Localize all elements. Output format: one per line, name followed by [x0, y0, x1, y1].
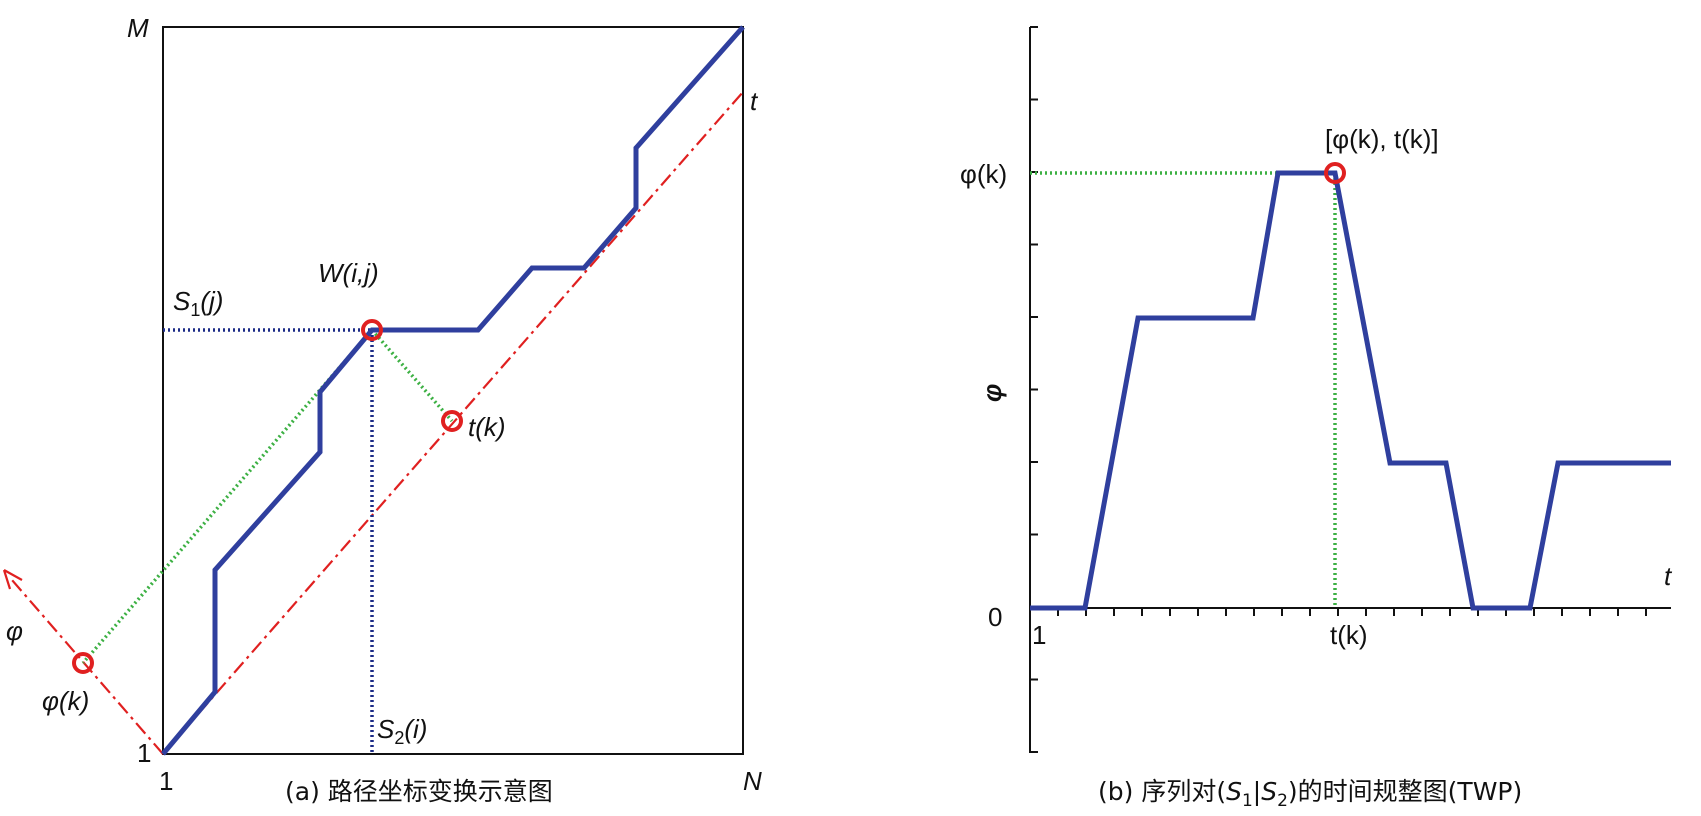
- label-origin-x: 1: [159, 766, 173, 796]
- axis-ticks: [1029, 26, 1647, 753]
- label-zero: 0: [988, 602, 1002, 632]
- label-y-tick-phik: φ(k): [960, 159, 1007, 189]
- warping-path: [161, 25, 745, 756]
- label-phi-axis: φ: [6, 616, 23, 646]
- label-x-axis: t: [1664, 561, 1673, 591]
- peak-marker: [1324, 162, 1346, 184]
- label-point: [φ(k), t(k)]: [1325, 124, 1439, 154]
- w-point-marker: [361, 319, 383, 341]
- phik-marker: [72, 652, 94, 674]
- label-y-axis: φ: [977, 384, 1007, 402]
- label-wij: W(i,j): [318, 258, 379, 288]
- label-t-diag: t: [750, 86, 759, 116]
- label-s1j: S1(j): [173, 286, 223, 320]
- label-m: M: [127, 13, 149, 43]
- green-projection-phi: [81, 328, 374, 665]
- panel-b: [φ(k), t(k)] φ(k) φ 0 1 t t(k) (b) 序列对(S…: [960, 26, 1673, 811]
- label-s2i: S2(i): [377, 714, 427, 748]
- tk-marker: [441, 410, 463, 432]
- label-n: N: [743, 766, 762, 796]
- label-x-start: 1: [1032, 620, 1046, 650]
- panel-a: M t 1 1 N S1(j) W(i,j) t(k) φ φ(k) S2(i)…: [2, 13, 762, 806]
- caption-b: (b) 序列对(S1|S2)的时间规整图(TWP): [1098, 777, 1522, 811]
- label-x-tick-tk: t(k): [1330, 620, 1368, 650]
- label-origin-y: 1: [137, 738, 151, 768]
- caption-a: (a) 路径坐标变换示意图: [285, 777, 553, 806]
- phi-axis-line: [11, 579, 164, 755]
- phi-axis-arrow: [2, 569, 23, 590]
- label-tk: t(k): [468, 412, 506, 442]
- label-phik: φ(k): [42, 686, 89, 716]
- panel-a-frame: [162, 26, 744, 755]
- twp-curve: [1030, 170, 1671, 611]
- t-axis-line: [162, 91, 744, 755]
- green-projection-t: [370, 328, 454, 423]
